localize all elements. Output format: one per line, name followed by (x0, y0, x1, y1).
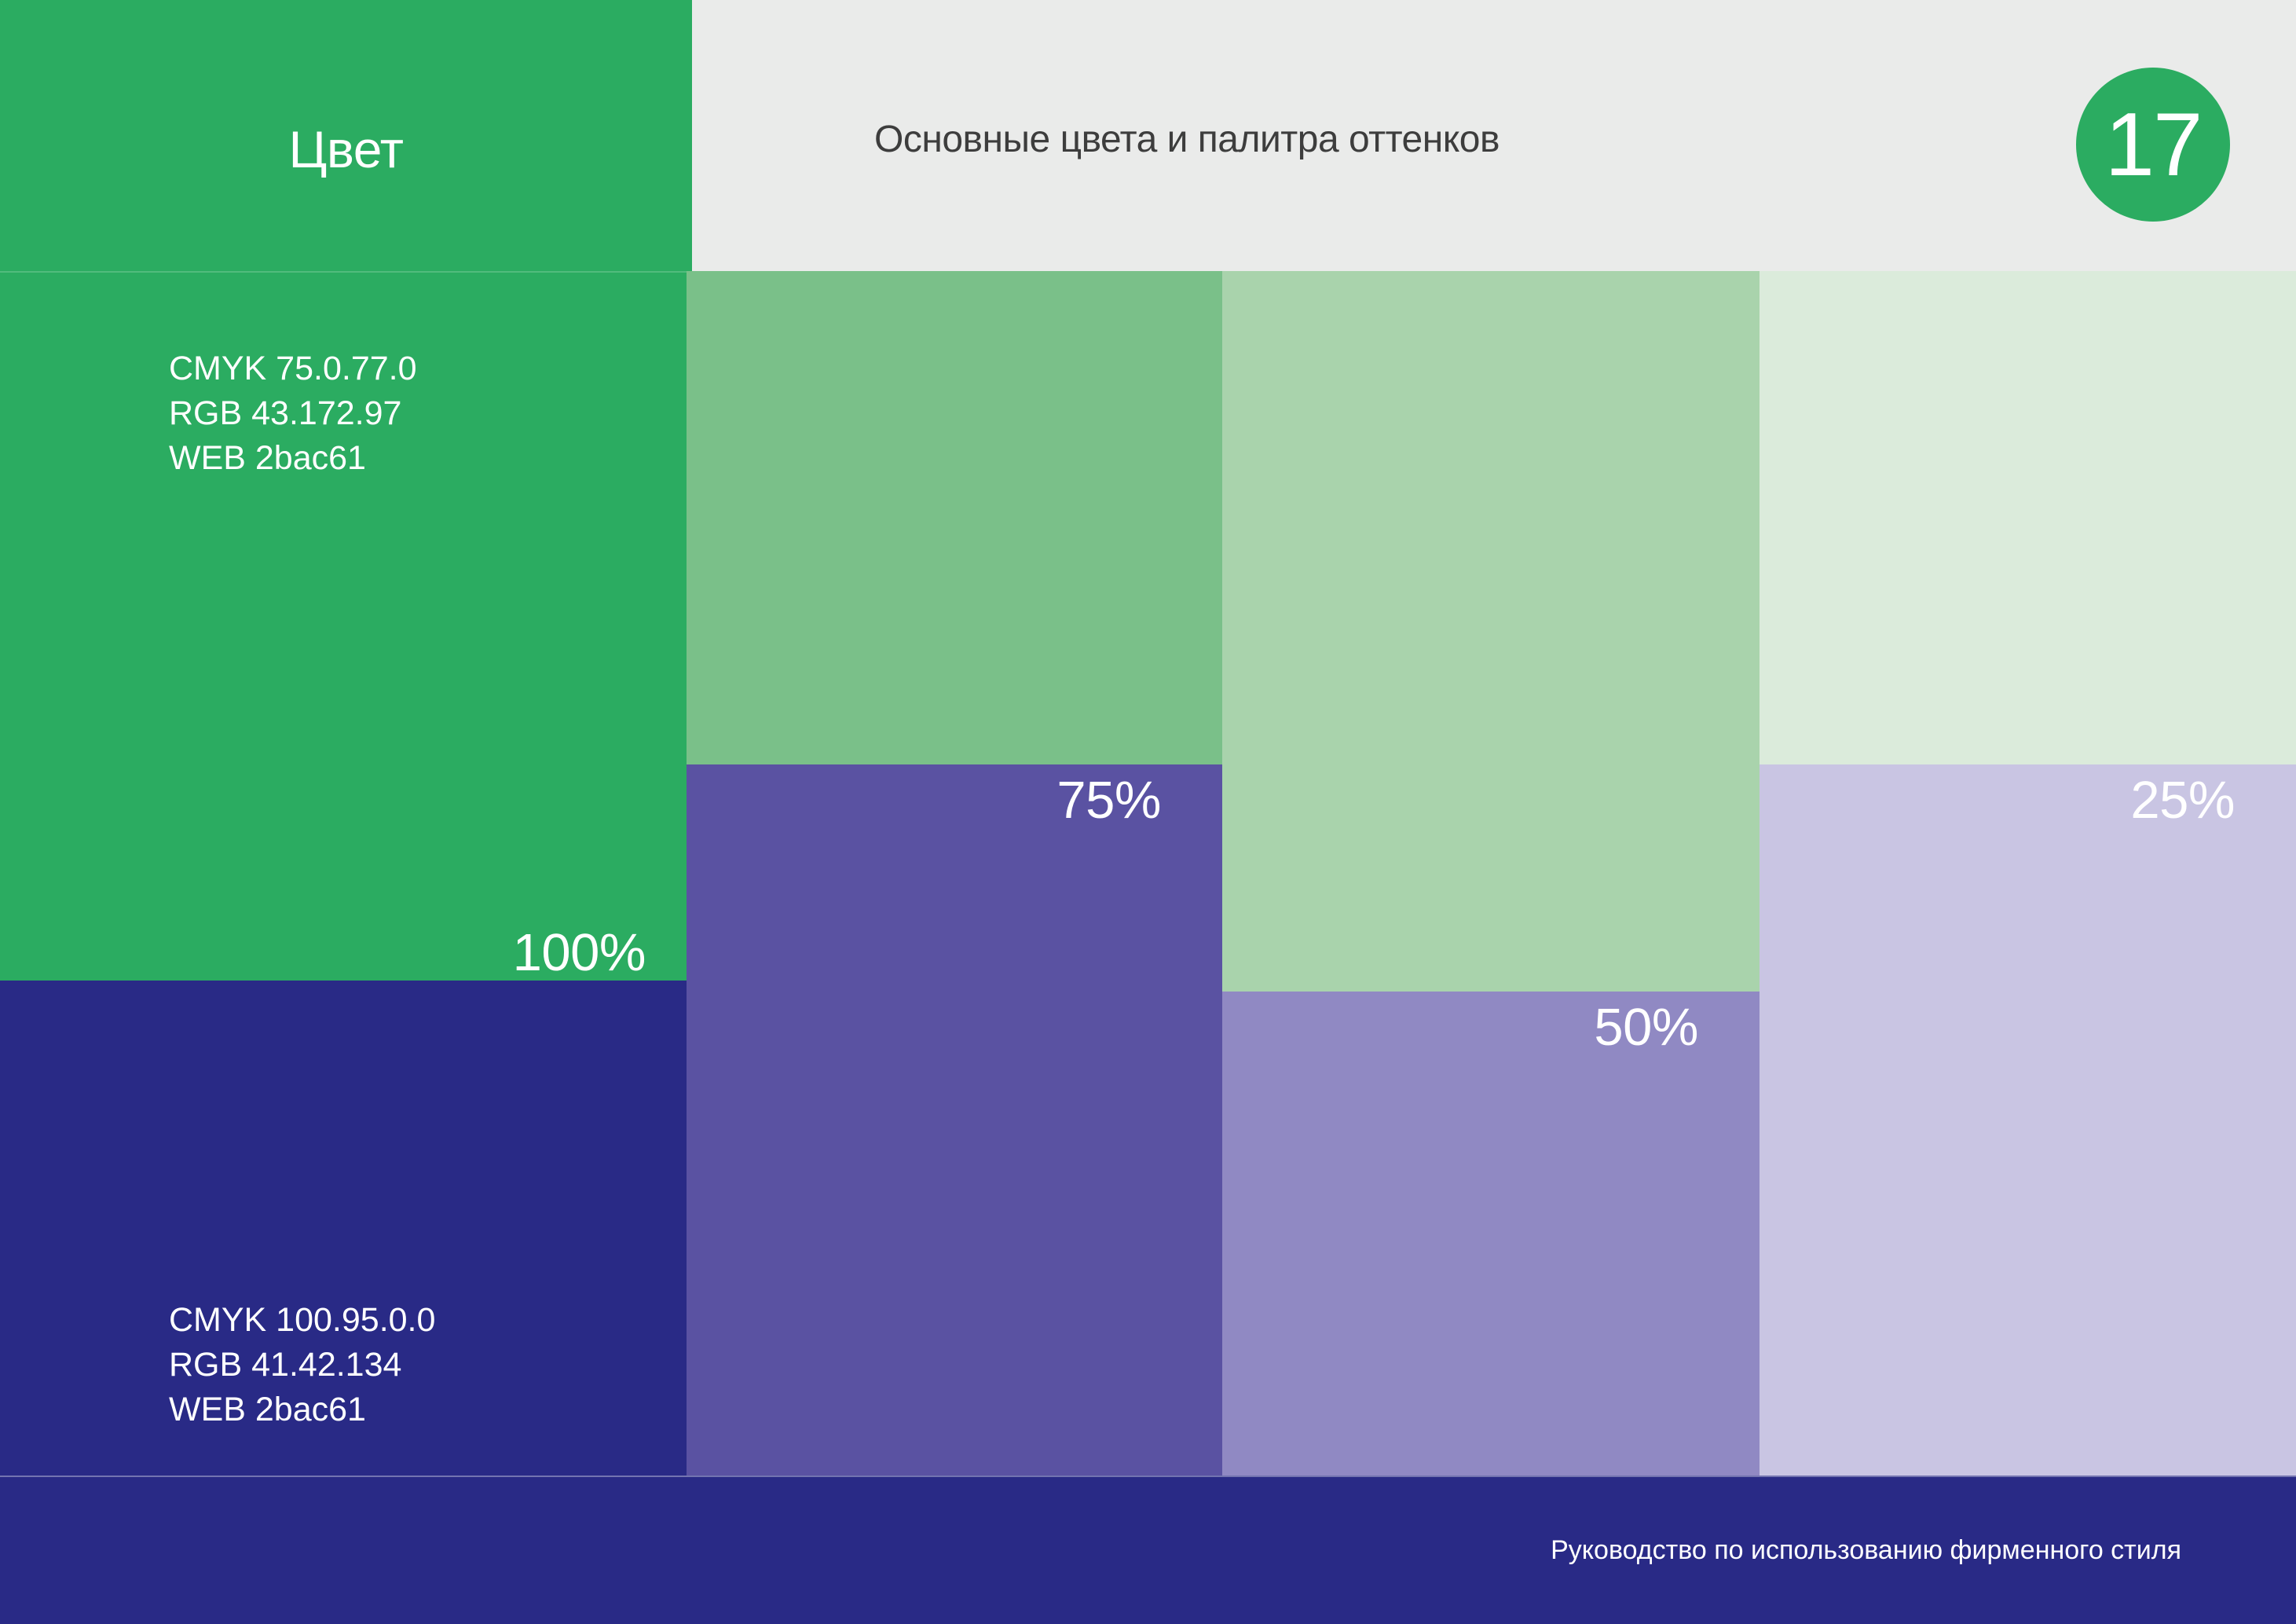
tint-label-100: 100% (512, 923, 646, 982)
swatch-green-tint-25 (1760, 271, 2296, 764)
page-number: 17 (2104, 94, 2203, 195)
tint-label-50: 50% (1594, 998, 1698, 1057)
color-spec-web: WEB 2bac61 (169, 1391, 366, 1428)
swatch-green-tint-50 (1222, 271, 1760, 992)
footer-text: Руководство по использованию фирменного … (1551, 1535, 2181, 1565)
swatch-purple-tint-50: 50% (1222, 992, 1760, 1476)
page-subtitle: Основные цвета и палитра оттенков (874, 119, 1500, 160)
color-spec-cmyk: CMYK 75.0.77.0 (169, 350, 417, 387)
color-specs-green: CMYK 75.0.77.0 RGB 43.172.97 WEB 2bac61 (169, 346, 417, 481)
header-title-block: Цвет (0, 0, 692, 271)
swatch-purple-tint-75: 75% (687, 764, 1222, 1476)
color-specs-navy: CMYK 100.95.0.0 RGB 41.42.134 WEB 2bac61 (169, 1298, 435, 1432)
color-spec-cmyk: CMYK 100.95.0.0 (169, 1301, 436, 1339)
page-title: Цвет (288, 119, 404, 178)
color-spec-rgb: RGB 41.42.134 (169, 1346, 402, 1384)
footer-bar: Руководство по использованию фирменного … (0, 1476, 2296, 1624)
header-bar: Основные цвета и палитра оттенков (692, 0, 2296, 271)
swatch-green-tint-75 (687, 271, 1222, 764)
tint-label-25: 25% (2130, 771, 2235, 830)
page-number-badge: 17 (2076, 68, 2230, 222)
tint-label-75: 75% (1056, 771, 1161, 830)
swatch-purple-tint-25: 25% (1760, 764, 2296, 1476)
color-spec-web: WEB 2bac61 (169, 439, 366, 477)
color-spec-rgb: RGB 43.172.97 (169, 394, 402, 432)
swatch-green-primary: CMYK 75.0.77.0 RGB 43.172.97 WEB 2bac61 … (0, 271, 687, 982)
swatch-navy-primary: CMYK 100.95.0.0 RGB 41.42.134 WEB 2bac61 (0, 981, 687, 1476)
